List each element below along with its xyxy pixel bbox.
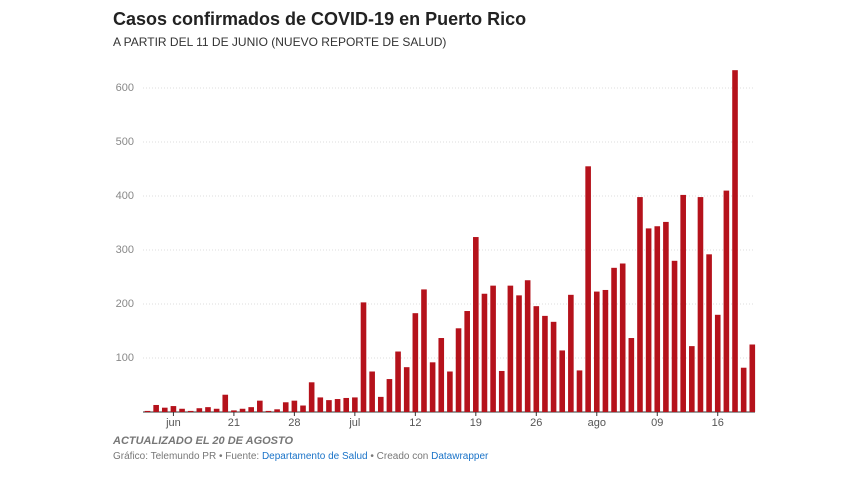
bar	[663, 221, 669, 412]
bar	[740, 367, 747, 412]
bar	[576, 370, 583, 412]
bar	[352, 397, 358, 412]
bar	[619, 263, 626, 412]
bar	[637, 197, 643, 412]
x-tick-label: ago	[588, 417, 606, 429]
bar	[239, 408, 246, 412]
chart-subtitle: A PARTIR DEL 11 DE JUNIO (NUEVO REPORTE …	[113, 35, 446, 49]
bar	[334, 399, 341, 412]
note: ACTUALIZADO EL 20 DE AGOSTO	[112, 435, 294, 447]
bar	[170, 406, 177, 412]
bar	[611, 267, 617, 412]
bar	[282, 402, 289, 412]
x-tick-label: 09	[651, 417, 663, 429]
bar	[749, 344, 756, 412]
bar	[343, 397, 350, 412]
bar	[593, 291, 600, 412]
bar	[481, 293, 488, 412]
bar	[568, 294, 574, 412]
bar	[144, 410, 151, 412]
bar	[628, 338, 635, 412]
bar	[550, 321, 557, 412]
bar	[196, 408, 203, 412]
source-middle: • Creado con	[370, 451, 428, 462]
bar	[714, 314, 721, 412]
bar	[438, 338, 445, 412]
bar	[645, 228, 652, 412]
x-tick-label: jun	[165, 417, 181, 429]
bar	[455, 328, 462, 412]
bar	[412, 313, 419, 412]
x-tick-label: 19	[470, 417, 482, 429]
bar	[671, 260, 678, 412]
chart-title: Casos confirmados de COVID-19 en Puerto …	[113, 9, 526, 29]
bar	[490, 285, 496, 412]
bar	[308, 382, 315, 412]
bar	[654, 226, 661, 412]
source: Gráfico: Telemundo PR • Fuente: Departam…	[113, 451, 489, 462]
bar	[153, 404, 159, 412]
y-tick-label: 200	[116, 298, 134, 310]
bar	[429, 362, 436, 412]
bar	[179, 408, 185, 412]
bar	[421, 289, 427, 412]
bar	[326, 400, 332, 412]
source-prefix: Gráfico: Telemundo PR • Fuente:	[113, 451, 259, 462]
bar	[723, 190, 730, 412]
bar	[248, 407, 254, 412]
bar	[697, 197, 704, 412]
x-tick-label: 26	[530, 417, 542, 429]
bar	[403, 367, 410, 412]
y-tick-label: 500	[116, 136, 134, 148]
y-tick-label: 400	[116, 190, 134, 202]
y-tick-label: 300	[116, 244, 134, 256]
bar	[533, 306, 540, 412]
source-link[interactable]: Departamento de Salud	[262, 451, 368, 462]
bar	[585, 166, 591, 412]
bar	[187, 410, 194, 412]
y-tick-label: 600	[116, 82, 134, 94]
x-tick-label: 12	[409, 417, 421, 429]
bar	[464, 311, 470, 412]
bar	[274, 409, 280, 412]
bar	[542, 315, 548, 412]
bar	[213, 408, 220, 412]
bar	[291, 400, 298, 412]
bar	[205, 407, 211, 412]
bar	[524, 280, 531, 412]
bar	[231, 410, 237, 412]
bar	[360, 302, 367, 412]
bar	[473, 237, 479, 412]
bar	[498, 370, 505, 412]
bar	[680, 194, 686, 412]
bar	[732, 70, 738, 413]
bar	[447, 371, 453, 412]
bar	[265, 410, 272, 412]
x-tick-label: 28	[288, 417, 300, 429]
bar	[386, 379, 393, 412]
x-tick-label: jul	[348, 417, 360, 429]
tool-link[interactable]: Datawrapper	[431, 451, 489, 462]
bar	[377, 396, 384, 412]
bar	[516, 295, 522, 412]
bar	[689, 346, 695, 412]
bar	[369, 371, 375, 412]
bar	[257, 400, 263, 412]
x-tick-label: 21	[228, 417, 240, 429]
bar	[222, 394, 229, 412]
bar	[706, 254, 712, 412]
bar	[300, 405, 306, 412]
y-tick-label: 100	[116, 352, 134, 364]
bar	[559, 350, 566, 412]
bar	[317, 397, 324, 412]
bar	[602, 289, 609, 412]
bar	[507, 285, 514, 412]
bar	[395, 351, 401, 412]
bar	[161, 407, 168, 412]
x-tick-label: 16	[712, 417, 724, 429]
